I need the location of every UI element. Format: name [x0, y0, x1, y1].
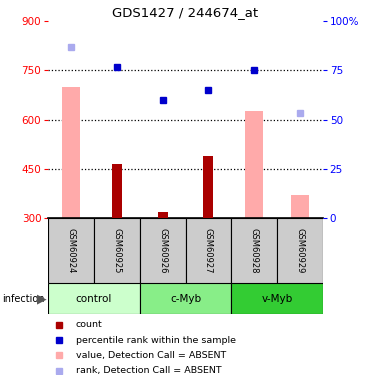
Bar — [246, 111, 263, 219]
Bar — [231, 283, 323, 314]
Text: percentile rank within the sample: percentile rank within the sample — [76, 336, 236, 345]
Text: GSM60928: GSM60928 — [250, 228, 259, 274]
Bar — [62, 87, 80, 219]
Bar — [112, 164, 122, 219]
Bar — [158, 212, 168, 219]
Bar — [277, 219, 323, 283]
Text: c-Myb: c-Myb — [170, 294, 201, 303]
Text: count: count — [76, 320, 102, 329]
Text: control: control — [76, 294, 112, 303]
Bar — [186, 219, 231, 283]
Bar — [291, 195, 309, 219]
Text: GSM60924: GSM60924 — [67, 228, 76, 274]
Bar — [48, 219, 94, 283]
Text: GSM60925: GSM60925 — [112, 228, 121, 274]
Bar — [48, 283, 140, 314]
Text: rank, Detection Call = ABSENT: rank, Detection Call = ABSENT — [76, 366, 221, 375]
Bar — [231, 219, 277, 283]
Bar — [94, 219, 140, 283]
Text: v-Myb: v-Myb — [262, 294, 293, 303]
Bar — [140, 219, 186, 283]
Text: GSM60926: GSM60926 — [158, 228, 167, 274]
Bar — [203, 156, 213, 219]
Text: value, Detection Call = ABSENT: value, Detection Call = ABSENT — [76, 351, 226, 360]
Bar — [140, 283, 231, 314]
Text: infection: infection — [2, 294, 45, 303]
Text: ▶: ▶ — [37, 292, 47, 305]
Title: GDS1427 / 244674_at: GDS1427 / 244674_at — [112, 6, 259, 20]
Text: GSM60929: GSM60929 — [295, 228, 304, 274]
Text: GSM60927: GSM60927 — [204, 228, 213, 274]
